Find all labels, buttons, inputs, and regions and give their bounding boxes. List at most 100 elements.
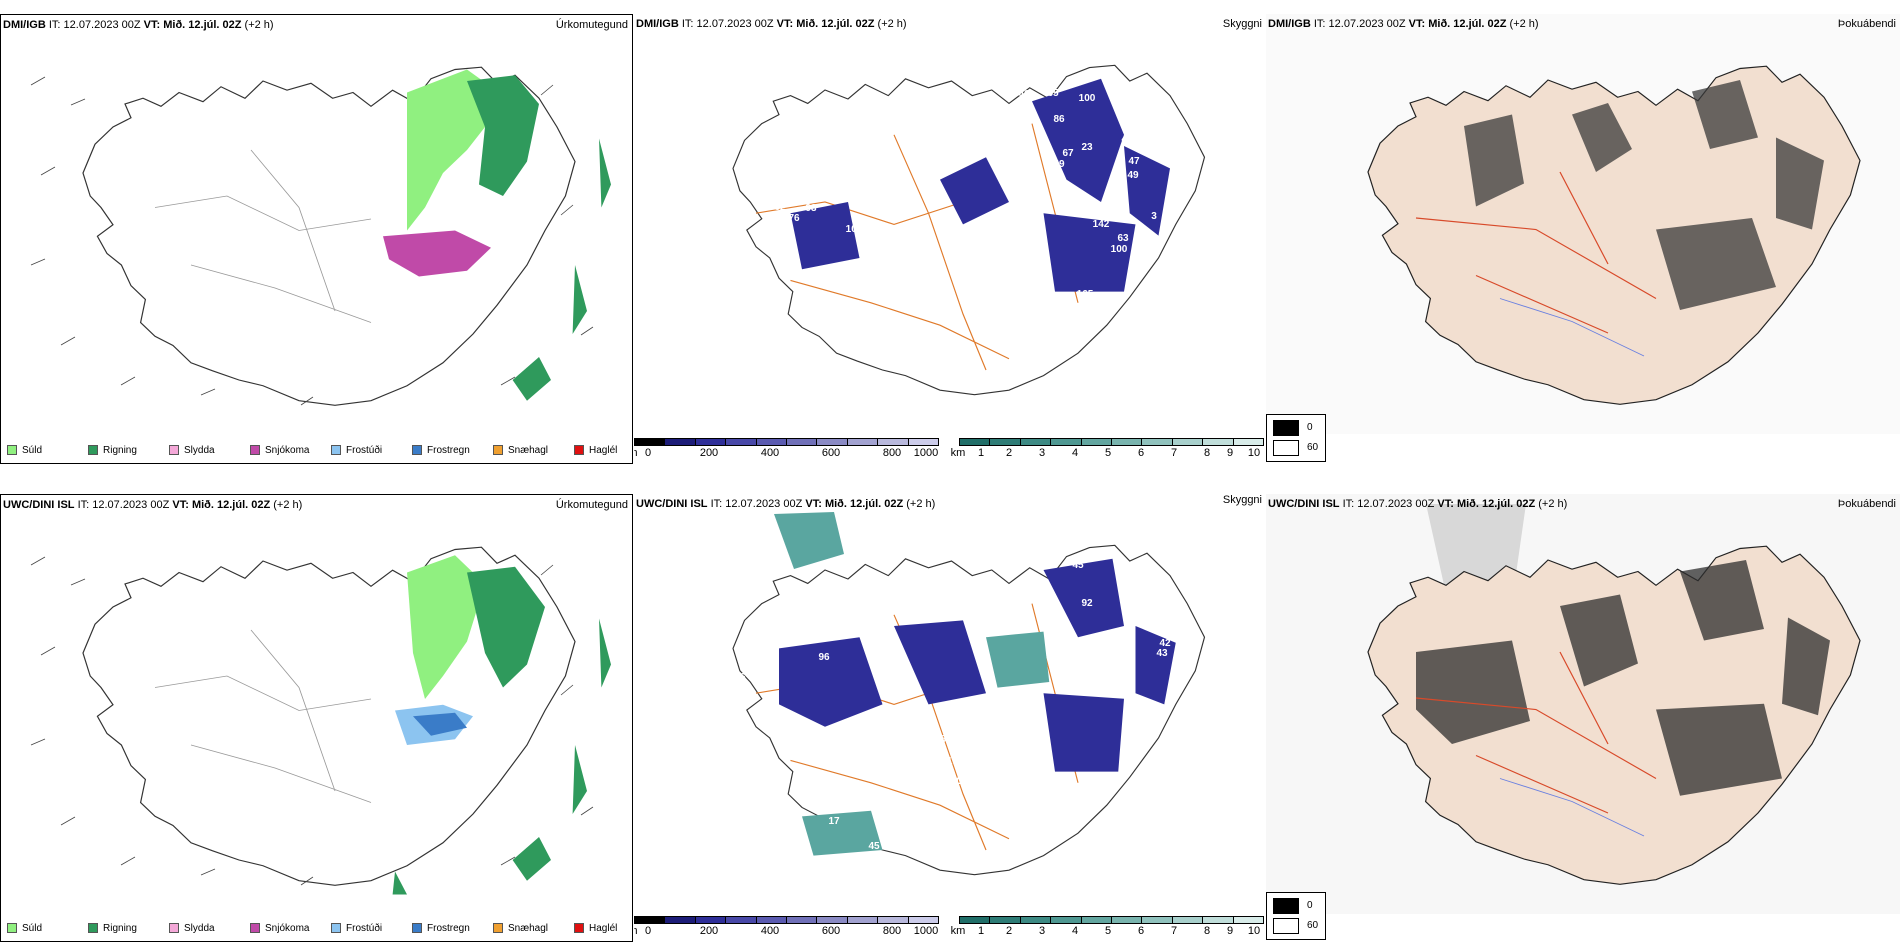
cloudbase-label: 373 <box>766 851 783 862</box>
cloudbase-label: 100 <box>1111 244 1128 255</box>
cloudbase-label: 66 <box>734 672 746 683</box>
cloudbase-label: 67 <box>928 741 940 752</box>
cloudbase-label: 51 <box>1114 559 1126 570</box>
cloudbase-label: 86 <box>1053 114 1065 125</box>
cloudbase-label: 20 <box>738 741 750 752</box>
precip-legend-top: Súld Rigning Slydda Snjókoma Frostúði Fr… <box>7 443 632 457</box>
cloudbase-label: 38 <box>1124 602 1136 613</box>
legend-item: Rigning <box>88 921 169 935</box>
swatch-frostregn <box>412 923 422 933</box>
cloudbase-label: 83 <box>883 775 895 786</box>
cloudbase-segment <box>878 439 909 445</box>
fog-dark-swatch <box>1273 420 1299 436</box>
cloudbase-label: 100 <box>986 278 1003 289</box>
title-fog-bottom: Þokuábendi <box>1837 498 1896 510</box>
cloudbase-label: 103 <box>819 121 836 132</box>
cloudbase-label: 38 <box>1080 538 1092 549</box>
visibility-segment <box>1112 917 1143 923</box>
cloudbase-label: 73 <box>886 840 898 851</box>
legend-item: Snjókoma <box>250 443 331 457</box>
cloudbase-label: 100 <box>1079 93 1096 104</box>
cloudbase-label: 3 <box>1151 211 1157 222</box>
cloudbase-label: 67 <box>1062 148 1074 159</box>
cloudbase-label: 76 <box>788 213 800 224</box>
cloudbase-segment <box>726 917 757 923</box>
cloudbase-segment <box>847 917 879 923</box>
legend-item: Súld <box>7 921 88 935</box>
legend-item: Frostregn <box>412 443 493 457</box>
cloudbase-label: 82 <box>774 202 786 213</box>
cloudbase-segment <box>817 917 848 923</box>
cloudbase-label: 65 <box>1047 88 1059 99</box>
cloudbase-segment <box>847 439 879 445</box>
visibility-segment <box>1142 917 1173 923</box>
precip-panel-top: DMI/IGB IT: 12.07.2023 00Z VT: Mið. 12.j… <box>0 14 633 464</box>
swatch-rigning <box>88 445 98 455</box>
swatch-sulld <box>7 923 17 933</box>
visibility-segment <box>990 439 1021 445</box>
visibility-segment <box>1051 917 1082 923</box>
header-fog-bottom: UWC/DINI ISL IT: 12.07.2023 00Z VT: Mið.… <box>1268 498 1568 510</box>
visibility-segment <box>1142 439 1173 445</box>
cloudbase-label: 42 <box>1159 638 1171 649</box>
title-vis-bottom: Skyggni <box>1222 494 1262 506</box>
legend-item: Snjókoma <box>250 921 331 935</box>
legend-item: Haglél <box>574 921 632 935</box>
cloudbase-label: 92 <box>1081 598 1093 609</box>
title-vis-top: Skyggni <box>1222 18 1262 30</box>
legend-item: Snæhagl <box>493 921 574 935</box>
cloudbase-segment <box>787 439 818 445</box>
fog-legend-top: 0 60 <box>1266 414 1326 462</box>
visibility-segment <box>1203 917 1234 923</box>
cloudbase-label: 496 <box>789 808 806 819</box>
cloudbase-label: 74 <box>902 684 914 695</box>
cloudbase-label: 46 <box>1018 89 1030 100</box>
cloudbase-segment <box>695 917 727 923</box>
cloudbase-segment <box>756 439 788 445</box>
cloudbase-label: 49 <box>1053 159 1065 170</box>
precip-legend-bottom: Súld Rigning Slydda Snjókoma Frostúði Fr… <box>7 921 632 935</box>
swatch-slydda <box>169 923 179 933</box>
cloudbase-label: 49 <box>1127 170 1139 181</box>
cloudbase-label: 108 <box>951 776 968 787</box>
fog-map-bottom <box>1266 494 1900 914</box>
legend-item: Frostúði <box>331 921 412 935</box>
visibility-segment <box>1051 439 1082 445</box>
cloudbase-segment <box>787 917 818 923</box>
fog-light-swatch <box>1273 440 1299 456</box>
cloudbase-label: 94 <box>911 756 923 767</box>
precip-panel-bottom: UWC/DINI ISL IT: 12.07.2023 00Z VT: Mið.… <box>0 494 633 942</box>
visibility-segment <box>1172 439 1204 445</box>
visibility-segment <box>1081 439 1113 445</box>
cloudbase-label: 55 <box>929 761 941 772</box>
cloudbase-segment <box>817 439 848 445</box>
cloudbase-segment <box>908 439 939 445</box>
legend-item: Slydda <box>169 921 250 935</box>
visibility-segment <box>1112 439 1143 445</box>
cloudbase-label: 79 <box>879 736 891 747</box>
cloudbase-label: 47 <box>1128 156 1140 167</box>
cloudbase-label: 55 <box>840 192 852 203</box>
cloudbase-label: 23 <box>1081 142 1093 153</box>
fog-map-top <box>1266 14 1900 434</box>
cloudbase-label: 104 <box>846 224 863 235</box>
cloudbase-label: 98 <box>842 105 854 116</box>
cloudbase-label: 50 <box>674 701 686 712</box>
swatch-sulld <box>7 445 17 455</box>
swatch-snjokoma <box>250 923 260 933</box>
header-fog-top: DMI/IGB IT: 12.07.2023 00Z VT: Mið. 12.j… <box>1268 18 1539 30</box>
cloudbase-label: 45 <box>868 841 880 852</box>
cloudbase-label: 105 <box>686 142 703 153</box>
cloudbase-label: 17 <box>828 816 840 827</box>
cloudbase-label: 142 <box>1093 219 1110 230</box>
vis-panel-top: DMI/IGB IT: 12.07.2023 00Z VT: Mið. 12.j… <box>634 14 1266 464</box>
cloudbase-label: 511 <box>764 814 781 825</box>
cloudbase-label: 80 <box>676 651 688 662</box>
cloudbase-segment <box>695 439 727 445</box>
cloudbase-label: 68 <box>732 688 744 699</box>
cloudbase-label: 111 <box>947 776 963 787</box>
cloudbase-label: 166 <box>977 762 994 773</box>
cloudbase-label: 60 <box>882 756 894 767</box>
legend-item: Súld <box>7 443 88 457</box>
